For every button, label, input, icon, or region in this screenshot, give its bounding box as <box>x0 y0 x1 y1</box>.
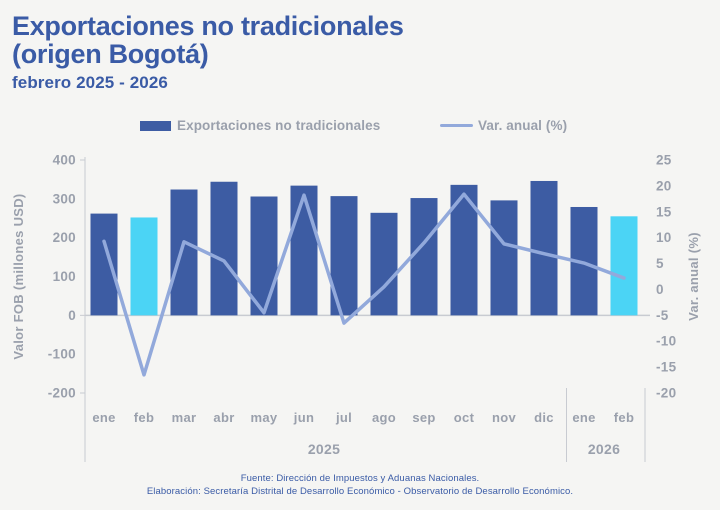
bar-ene-2025 <box>90 213 118 316</box>
right-axis-tick: 20 <box>656 178 672 193</box>
legend-bars-label: Exportaciones no tradicionales <box>177 118 381 133</box>
bar-feb-2025 <box>130 217 158 316</box>
bar-ago-2025 <box>370 212 398 316</box>
left-axis-tick: -100 <box>48 347 76 362</box>
right-axis-tick: 5 <box>656 256 664 271</box>
left-axis-tick: -200 <box>48 386 76 401</box>
footer: Fuente: Dirección de Impuestos y Aduanas… <box>0 472 720 498</box>
bar-sep-2025 <box>410 198 438 316</box>
legend: Exportaciones no tradicionales Var. anua… <box>0 118 720 140</box>
right-axis-title: Var. anual (%) <box>686 232 701 321</box>
month-label: abr <box>213 410 234 425</box>
page-title-line1: Exportaciones no tradicionales <box>12 11 404 41</box>
month-label: nov <box>492 410 516 425</box>
month-label: may <box>251 410 278 425</box>
legend-item-line: Var. anual (%) <box>440 118 567 133</box>
right-axis-tick: 25 <box>656 153 672 168</box>
month-label: ene <box>572 410 595 425</box>
bar-mar-2025 <box>170 189 198 316</box>
month-label: jul <box>335 410 352 425</box>
right-axis-tick: 10 <box>656 230 672 245</box>
month-label: jun <box>293 410 314 425</box>
bar-may-2025 <box>250 196 278 316</box>
legend-line-swatch <box>440 123 473 128</box>
footer-elaboration-line: Elaboración: Secretaría Distrital de Des… <box>146 486 574 497</box>
right-axis-tick: -10 <box>656 334 676 349</box>
right-axis-tick: -20 <box>656 386 676 401</box>
right-axis-tick: -5 <box>656 308 669 323</box>
left-axis-title: Valor FOB (millones USD) <box>11 193 26 359</box>
left-axis-tick: 300 <box>53 191 76 206</box>
legend-bar-swatch <box>140 120 171 131</box>
month-label: mar <box>172 410 197 425</box>
bar-abr-2025 <box>210 181 238 316</box>
bar-nov-2025 <box>490 200 518 316</box>
month-label: oct <box>454 410 475 425</box>
left-axis-tick: 0 <box>68 308 76 323</box>
month-label: feb <box>134 410 154 425</box>
bar-dic-2025 <box>530 180 558 316</box>
page-subtitle: febrero 2025 - 2026 <box>12 73 168 92</box>
year-label: 2025 <box>308 441 340 457</box>
bar-feb-2026 <box>610 216 638 316</box>
bar-jun-2025 <box>290 185 318 316</box>
year-label: 2026 <box>588 441 620 457</box>
legend-item-bars: Exportaciones no tradicionales <box>140 118 380 133</box>
right-axis-tick: 0 <box>656 282 664 297</box>
right-axis-tick: 15 <box>656 204 672 219</box>
month-label: feb <box>614 410 634 425</box>
month-label: sep <box>412 410 435 425</box>
right-axis-tick: -15 <box>656 360 677 375</box>
month-label: ago <box>372 410 396 425</box>
left-axis-tick: 100 <box>53 269 76 284</box>
chart-header: Exportaciones no tradicionales (origen B… <box>12 12 404 93</box>
variation-annual-line <box>102 192 626 377</box>
left-axis-tick: 200 <box>53 230 76 245</box>
footer-source-line: Fuente: Dirección de Impuestos y Aduanas… <box>240 473 480 484</box>
page-title-line2: (origen Bogotá) <box>12 39 209 69</box>
month-label: ene <box>92 410 115 425</box>
left-axis-tick: 400 <box>53 153 76 168</box>
legend-line-label: Var. anual (%) <box>478 118 568 133</box>
month-label: dic <box>534 410 554 425</box>
